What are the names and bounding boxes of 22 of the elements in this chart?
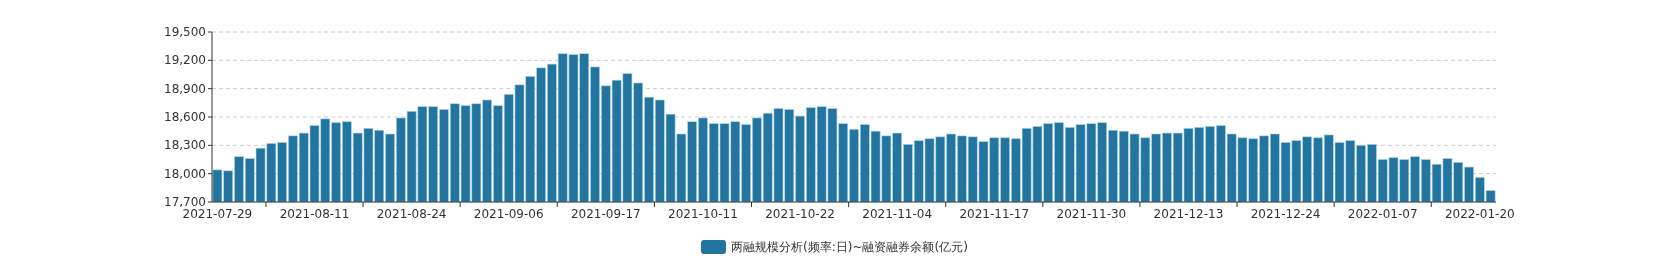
x-tick-label: 2021-09-17 (570, 207, 641, 221)
y-tick-label: 17,700 (164, 195, 206, 209)
x-tick-label: 2021-08-11 (279, 207, 350, 221)
y-tick-label: 18,900 (164, 81, 206, 96)
x-tick-label: 2021-11-30 (1056, 207, 1127, 221)
x-tick-label: 2021-12-24 (1250, 207, 1321, 221)
legend: 两融规模分析(频率:日)~融资融券余额(亿元) (701, 240, 968, 254)
x-tick-label: 2021-11-04 (862, 207, 933, 221)
x-tick-label: 2022-01-20 (1444, 207, 1515, 221)
x-tick-label: 2022-01-07 (1347, 207, 1418, 221)
x-tick-label: 2021-09-06 (473, 207, 544, 221)
x-tick-label: 2021-07-29 (182, 207, 253, 221)
y-tick-label: 19,200 (164, 53, 206, 68)
x-tick-label: 2021-08-24 (376, 207, 447, 221)
x-tick-label: 2021-12-13 (1153, 207, 1224, 221)
x-tick-label: 2021-10-22 (765, 207, 835, 221)
x-tick-label: 2021-11-17 (959, 207, 1030, 221)
x-tick-label: 2021-10-11 (668, 207, 738, 221)
y-tick-label: 18,300 (164, 138, 206, 153)
y-tick-label: 18,000 (164, 166, 206, 181)
y-tick-label: 19,500 (164, 25, 206, 39)
y-tick-label: 18,600 (164, 110, 206, 124)
